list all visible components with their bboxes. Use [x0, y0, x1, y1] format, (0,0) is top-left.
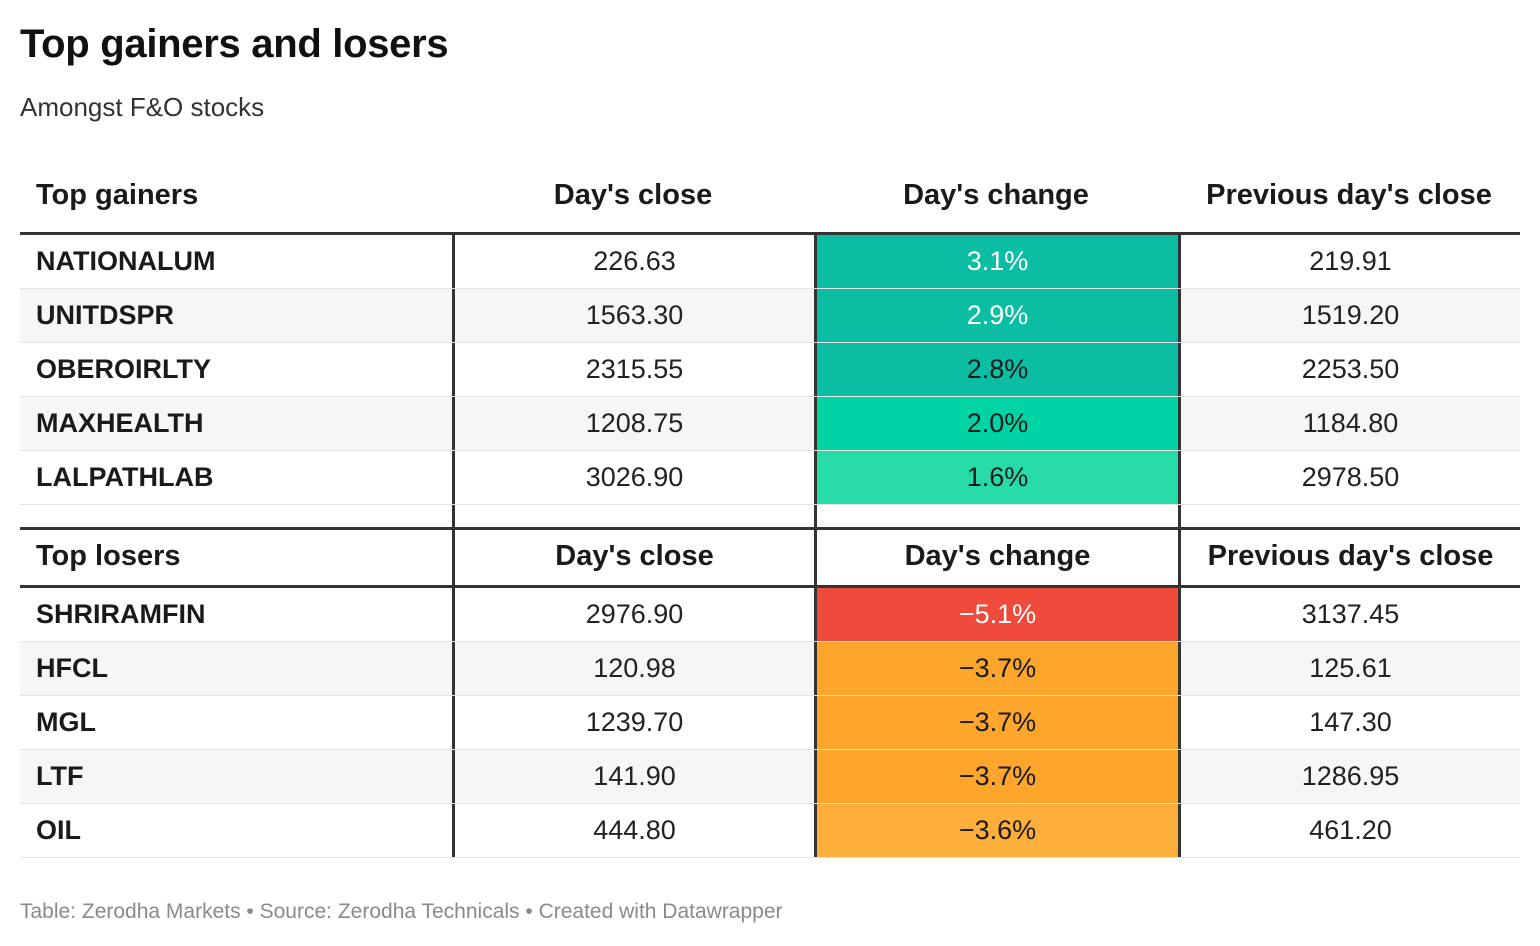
days-change-value: 2.0% [814, 397, 1178, 450]
days-change-value: −3.7% [814, 750, 1178, 803]
column-header-top-losers[interactable]: Top losers [36, 540, 181, 572]
days-close-value: 141.90 [452, 750, 814, 803]
stock-symbol: MAXHEALTH [36, 408, 204, 438]
losers-body: SHRIRAMFIN 2976.90 −5.1% 3137.45 HFCL 120.98−… [20, 588, 1520, 858]
stock-symbol: OIL [36, 815, 81, 845]
days-close-value: 226.63 [452, 235, 814, 288]
column-header-days-close[interactable]: Day's close [553, 179, 713, 211]
days-close-value: 1208.75 [452, 397, 814, 450]
column-header-previous-close[interactable]: Previous day's close [1206, 179, 1492, 211]
column-header-days-change[interactable]: Day's change [814, 530, 1178, 585]
section-spacer [20, 505, 1520, 528]
days-close-value: 3026.90 [452, 451, 814, 504]
stock-symbol: LTF [36, 761, 84, 791]
days-change-value: 2.9% [814, 289, 1178, 342]
days-change-value: −3.7% [814, 642, 1178, 695]
table-row: LTF 141.90 −3.7% 1286.95 [20, 750, 1520, 804]
days-close-value: 1563.30 [452, 289, 814, 342]
stock-symbol: UNITDSPR [36, 300, 175, 330]
days-change-value: −3.6% [814, 804, 1178, 857]
column-header-previous-close[interactable]: Previous day's close [1178, 530, 1520, 585]
previous-close-value: 461.20 [1178, 804, 1520, 857]
column-header-days-change[interactable]: Day's change [903, 179, 1089, 211]
days-close-value: 2976.90 [452, 588, 814, 641]
days-close-value: 1239.70 [452, 696, 814, 749]
days-change-value: −5.1% [814, 588, 1178, 641]
column-header-days-close[interactable]: Day's close [452, 530, 814, 585]
gainers-body: NATIONALUM 226.63 3.1% 219.91 UNITDSPR 1563.3… [20, 235, 1520, 505]
table-row: SHRIRAMFIN 2976.90 −5.1% 3137.45 [20, 588, 1520, 642]
table-row: MGL 1239.70 −3.7% 147.30 [20, 696, 1520, 750]
spacer-cell [1178, 505, 1520, 528]
source-footer: Table: Zerodha Markets • Source: Zerodha… [20, 900, 783, 923]
stock-symbol: NATIONALUM [36, 246, 216, 276]
previous-close-value: 2978.50 [1178, 451, 1520, 504]
gainers-table: Top gainers Day's close Day's change Pre… [20, 155, 1520, 528]
stock-symbol: MGL [36, 707, 96, 737]
previous-close-value: 125.61 [1178, 642, 1520, 695]
days-close-value: 444.80 [452, 804, 814, 857]
stock-symbol: OBEROIRLTY [36, 354, 211, 384]
previous-close-value: 219.91 [1178, 235, 1520, 288]
previous-close-value: 1286.95 [1178, 750, 1520, 803]
page-title: Top gainers and losers [20, 22, 449, 66]
table-row: LALPATHLAB 3026.90 1.6% 2978.50 [20, 451, 1520, 505]
table-row: OIL 444.80 −3.6% 461.20 [20, 804, 1520, 858]
days-close-value: 2315.55 [452, 343, 814, 396]
stock-symbol: LALPATHLAB [36, 462, 214, 492]
losers-table: Top losers Day's close Day's change Prev… [20, 527, 1520, 858]
stock-symbol: SHRIRAMFIN [36, 599, 206, 629]
previous-close-value: 2253.50 [1178, 343, 1520, 396]
spacer-cell [452, 505, 814, 528]
table-row: OBEROIRLTY 2315.55 2.8% 2253.50 [20, 343, 1520, 397]
days-change-value: 2.8% [814, 343, 1178, 396]
previous-close-value: 1519.20 [1178, 289, 1520, 342]
days-change-value: 3.1% [814, 235, 1178, 288]
spacer-cell [814, 505, 1178, 528]
days-close-value: 120.98 [452, 642, 814, 695]
gainers-header-row: Top gainers Day's close Day's change Pre… [20, 155, 1520, 235]
column-header-top-gainers[interactable]: Top gainers [36, 179, 199, 211]
previous-close-value: 1184.80 [1178, 397, 1520, 450]
page-subtitle: Amongst F&O stocks [20, 92, 265, 122]
table-row: HFCL 120.98 −3.7% 125.61 [20, 642, 1520, 696]
table-row: UNITDSPR 1563.30 2.9% 1519.20 [20, 289, 1520, 343]
losers-header-row: Top losers Day's close Day's change Prev… [20, 530, 1520, 588]
table-row: NATIONALUM 226.63 3.1% 219.91 [20, 235, 1520, 289]
stock-symbol: HFCL [36, 653, 108, 683]
days-change-value: 1.6% [814, 451, 1178, 504]
days-change-value: −3.7% [814, 696, 1178, 749]
table-row: MAXHEALTH 1208.75 2.0% 1184.80 [20, 397, 1520, 451]
previous-close-value: 3137.45 [1178, 588, 1520, 641]
previous-close-value: 147.30 [1178, 696, 1520, 749]
spacer-cell [20, 505, 452, 528]
